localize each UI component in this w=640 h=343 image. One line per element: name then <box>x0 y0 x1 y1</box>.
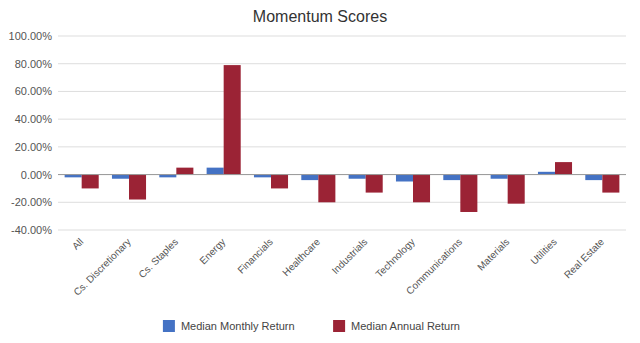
x-tick-label: Communications <box>404 236 464 296</box>
y-tick-label: 80.00% <box>15 58 53 70</box>
y-tick-label: 20.00% <box>15 141 53 153</box>
grid-line <box>58 119 626 120</box>
legend-swatch <box>163 320 175 332</box>
legend: Median Monthly Return Median Annual Retur… <box>163 320 460 332</box>
x-tick-label: Energy <box>197 236 227 266</box>
bar <box>443 175 460 181</box>
legend-swatch <box>333 320 345 332</box>
y-tick-label: -40.00% <box>11 224 52 236</box>
bar <box>129 175 146 200</box>
bar <box>301 175 318 181</box>
legend-label: Median Annual Return <box>351 320 460 332</box>
grid-line <box>58 230 626 231</box>
bar <box>318 175 335 203</box>
y-tick-label: 40.00% <box>15 113 53 125</box>
x-tick-label: Industrials <box>330 236 370 276</box>
bar <box>176 168 193 175</box>
x-tick-label: Healthcare <box>280 236 322 278</box>
x-tick-label: Financials <box>235 236 275 276</box>
y-tick-label: 100.00% <box>9 30 53 42</box>
y-tick-label: 60.00% <box>15 85 53 97</box>
grid-line <box>58 36 626 37</box>
bar <box>508 175 525 204</box>
x-tick-label: Cs. Staples <box>136 236 180 280</box>
bar <box>349 175 366 179</box>
y-axis: -40.00% -20.00% 0.00% 20.00% 40.00% 60.00% 80.… <box>9 30 626 236</box>
grid-line <box>58 146 626 147</box>
x-tick-label: Utilities <box>528 236 559 267</box>
chart: Momentum Scores -40.00% -20.00% 0.00% 20.00%… <box>0 0 640 343</box>
baseline <box>58 174 626 175</box>
x-tick-label: Real Estate <box>562 236 607 281</box>
bar <box>396 175 413 182</box>
bar <box>271 175 288 189</box>
bar <box>112 175 129 179</box>
bar <box>366 175 383 193</box>
grid-line <box>58 174 626 175</box>
y-tick-label: -20.00% <box>11 196 52 208</box>
grid-line <box>58 63 626 64</box>
y-tick-label: 0.00% <box>21 169 52 181</box>
page: {"chart_data": { "type": "bar", "title":… <box>0 0 640 343</box>
bar <box>460 175 477 212</box>
x-tick-label: Materials <box>475 236 511 272</box>
legend-label: Median Monthly Return <box>181 320 295 332</box>
grid-line <box>58 91 626 92</box>
bar <box>413 175 430 203</box>
x-tick-label: All <box>70 236 86 252</box>
bars <box>65 65 620 212</box>
x-tick-label: Cs. Discretionary <box>71 236 133 298</box>
bar <box>602 175 619 193</box>
bar <box>207 168 224 175</box>
bar <box>224 65 241 174</box>
bar <box>491 175 508 179</box>
x-tick-label: Technology <box>373 236 417 280</box>
bar <box>555 162 572 174</box>
chart-title: Momentum Scores <box>253 8 387 25</box>
bar <box>585 175 602 181</box>
x-axis: AllCs. DiscretionaryCs. Staples Energy Fin… <box>70 236 607 298</box>
bar <box>82 175 99 189</box>
grid-line <box>58 202 626 203</box>
